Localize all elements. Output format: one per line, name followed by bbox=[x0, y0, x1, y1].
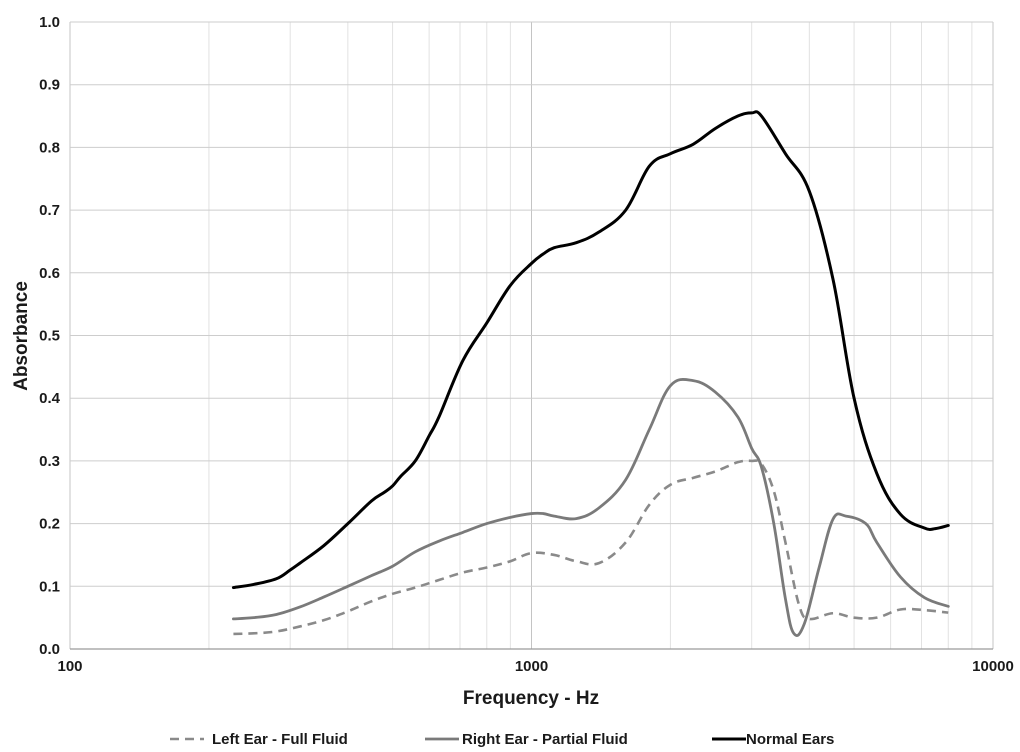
grid-major bbox=[69, 21, 994, 650]
y-tick-label: 0.2 bbox=[39, 516, 60, 533]
legend: Left Ear - Full Fluid Right Ear - Partial… bbox=[170, 731, 834, 748]
series-line-normal-ears bbox=[231, 110, 950, 590]
x-tick-label: 1000 bbox=[515, 658, 548, 675]
x-tick-label: 10000 bbox=[972, 658, 1014, 675]
series-line-left-ear-full-fluid bbox=[233, 459, 949, 636]
x-tick-label: 100 bbox=[57, 658, 82, 675]
y-tick-labels: 0.0 0.1 0.2 0.3 0.4 0.5 0.6 0.7 0.8 0.9 1.0 bbox=[39, 14, 61, 658]
legend-label: Left Ear - Full Fluid bbox=[212, 731, 348, 748]
y-tick-label: 0.0 bbox=[39, 641, 60, 658]
y-axis-title: Absorbance bbox=[11, 281, 32, 391]
y-tick-label: 0.4 bbox=[39, 390, 61, 407]
x-tick-labels: 100 1000 10000 bbox=[57, 658, 1013, 675]
x-axis-title: Frequency - Hz bbox=[463, 688, 599, 709]
y-tick-label: 0.5 bbox=[39, 328, 60, 345]
series-layer bbox=[231, 110, 950, 637]
y-tick-label: 0.9 bbox=[39, 77, 60, 94]
y-tick-label: 0.8 bbox=[39, 139, 60, 156]
y-tick-label: 0.3 bbox=[39, 453, 60, 470]
y-tick-label: 0.1 bbox=[39, 578, 60, 595]
y-tick-label: 1.0 bbox=[39, 14, 60, 31]
y-tick-label: 0.7 bbox=[39, 202, 60, 219]
series-line-right-ear-partial-fluid bbox=[232, 378, 950, 637]
legend-label: Normal Ears bbox=[746, 731, 834, 748]
legend-label: Right Ear - Partial Fluid bbox=[462, 731, 628, 748]
y-tick-label: 0.6 bbox=[39, 265, 60, 282]
